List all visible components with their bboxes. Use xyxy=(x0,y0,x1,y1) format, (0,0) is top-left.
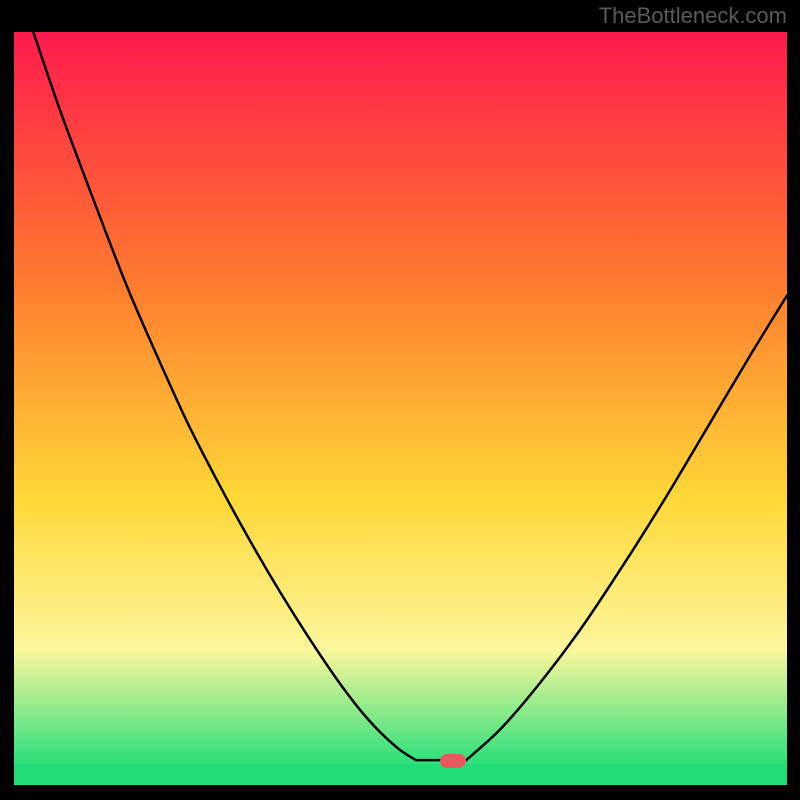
chart-frame: TheBottleneck.com xyxy=(0,0,800,800)
green-band xyxy=(14,764,787,785)
bottleneck-curve xyxy=(14,32,787,785)
curve-path xyxy=(33,32,787,760)
watermark-text: TheBottleneck.com xyxy=(599,3,787,29)
plot-area xyxy=(14,32,787,785)
min-marker xyxy=(440,754,466,768)
